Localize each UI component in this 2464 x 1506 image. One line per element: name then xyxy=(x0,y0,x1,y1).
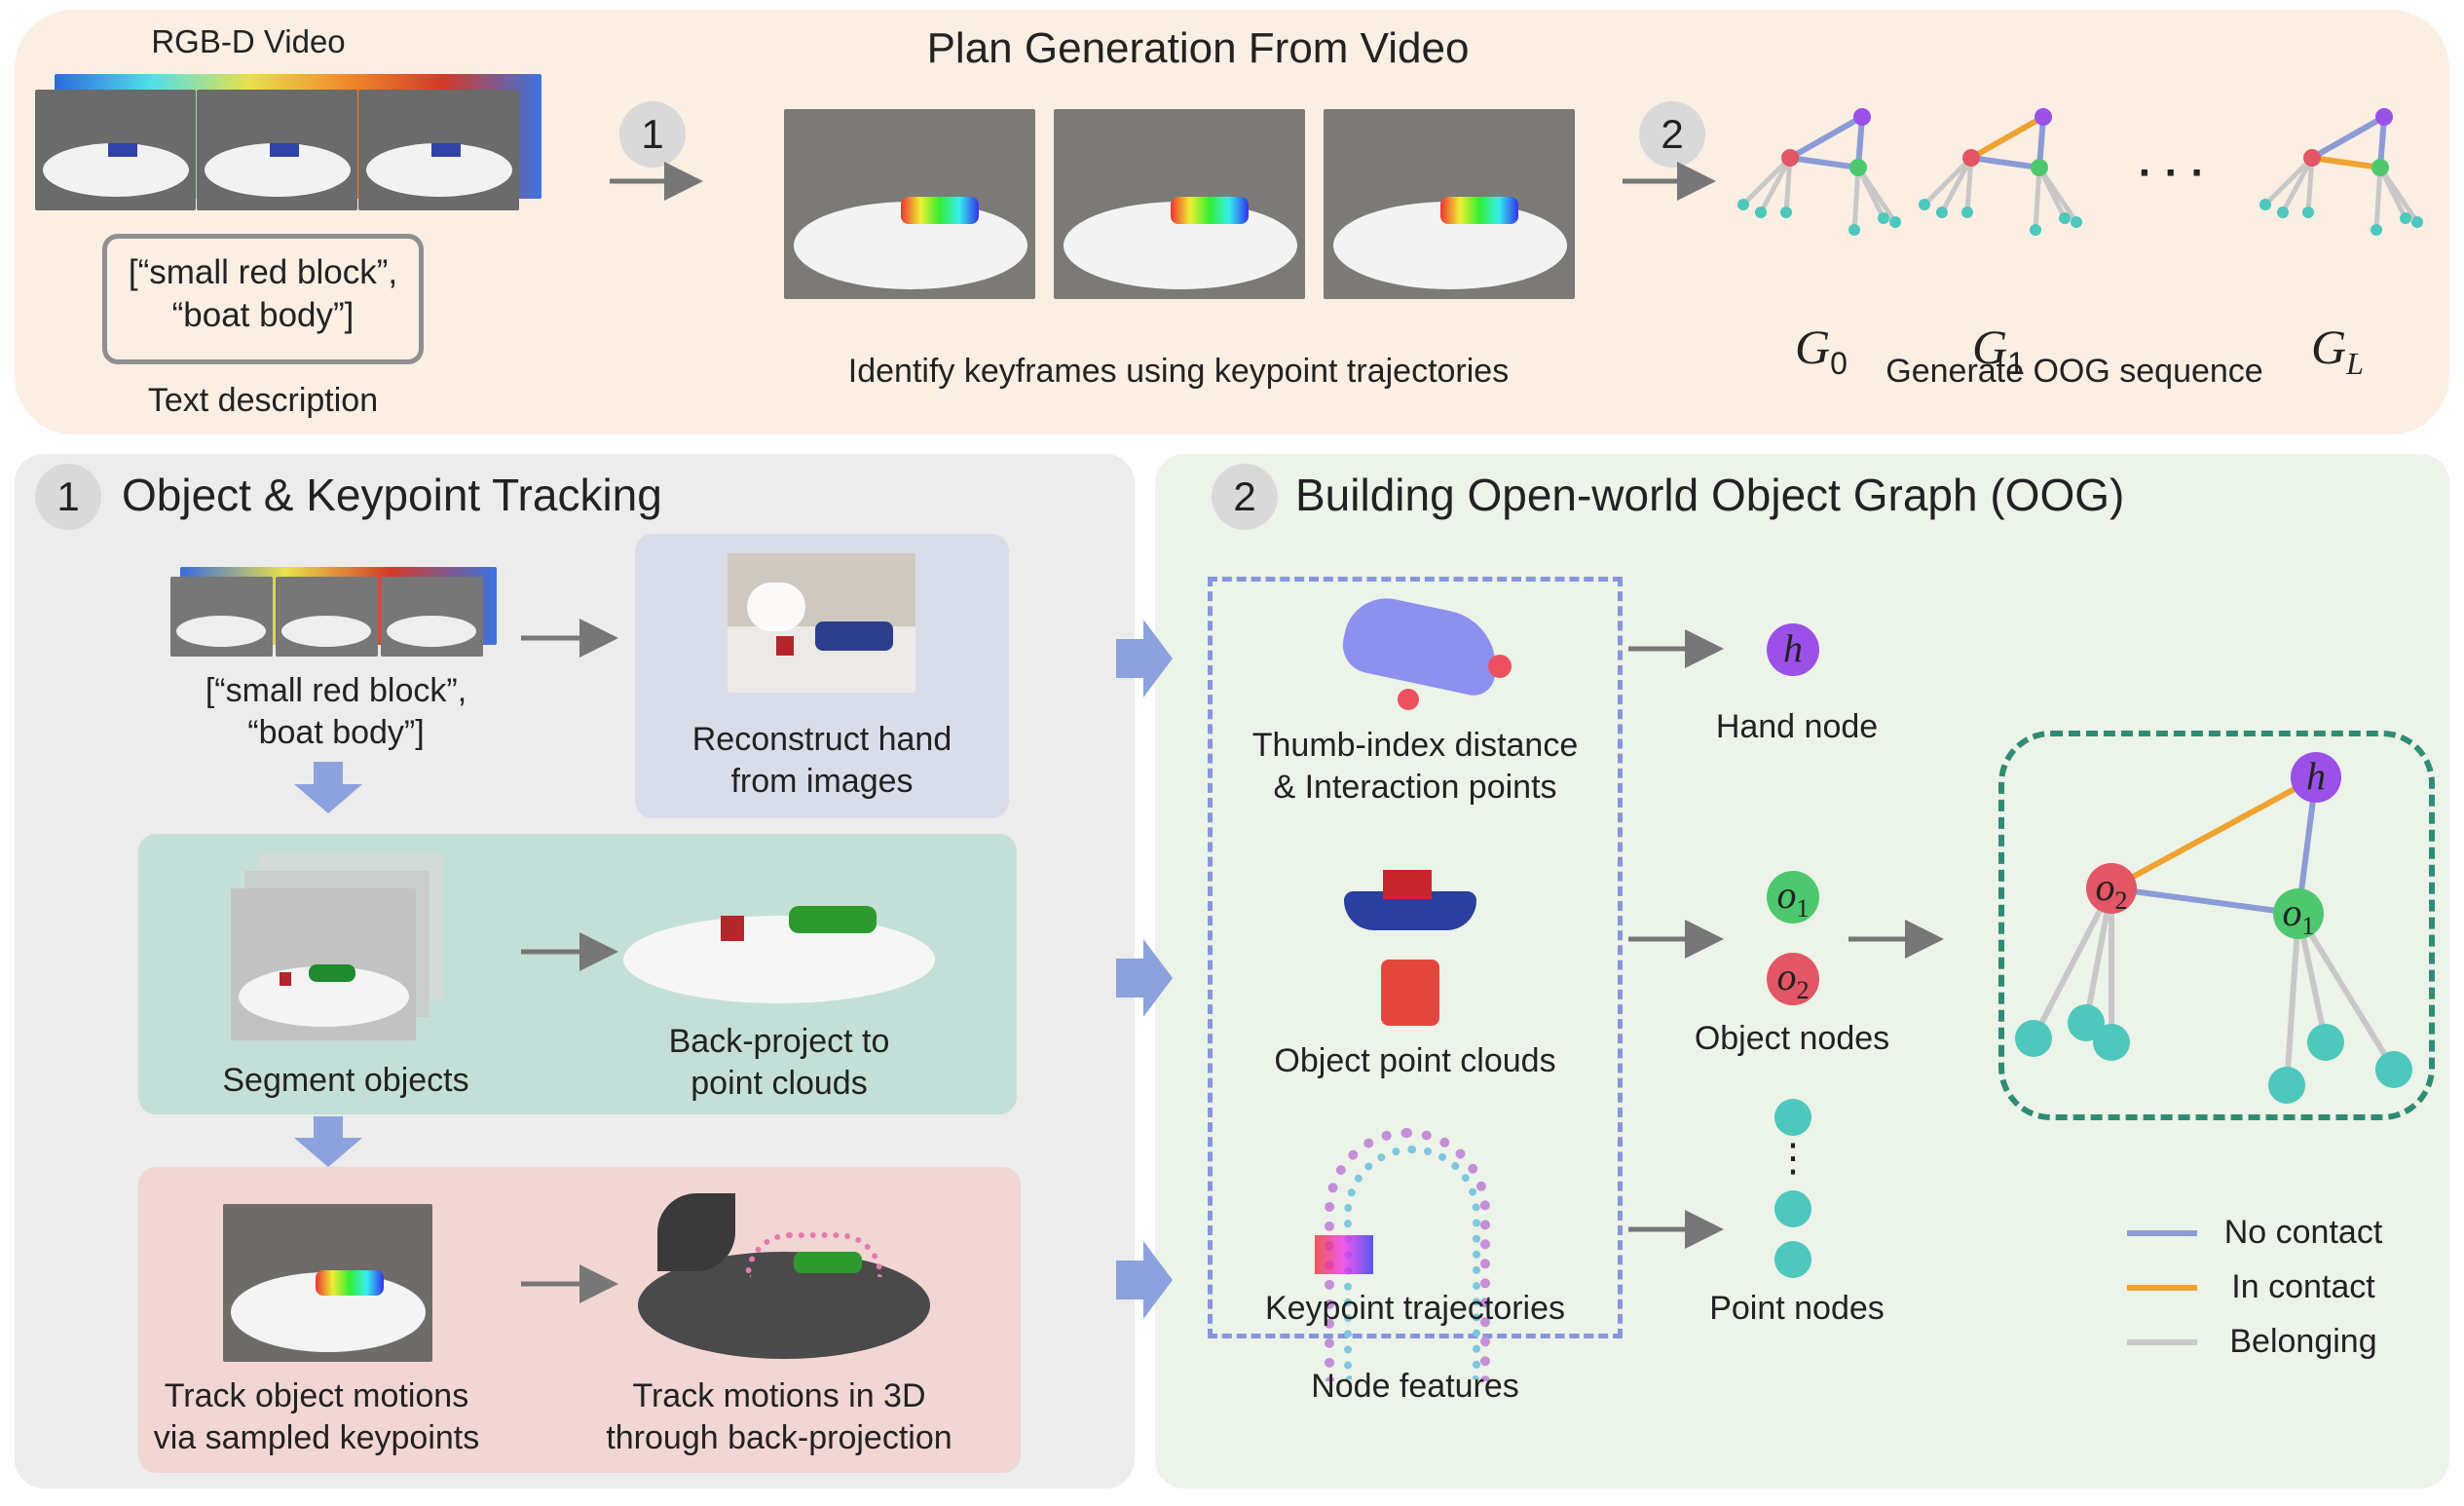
graph-ellipsis: · · · xyxy=(2138,149,2206,197)
track-caption: Track object motions via sampled keypoin… xyxy=(153,1377,480,1456)
right-panel-badge: 2 xyxy=(1212,464,1278,530)
track3d-caption: Track motions in 3D through back-project… xyxy=(606,1377,952,1456)
oog-node-o1: o1 xyxy=(2282,890,2315,940)
graph-label-1: G1 xyxy=(1972,319,2025,381)
backproject-pointcloud xyxy=(623,886,935,1003)
keypoint-trajectory-image xyxy=(1315,1118,1510,1381)
keyframe-2 xyxy=(1054,109,1305,299)
segment-caption: Segment objects xyxy=(222,1062,469,1099)
thumb-index-hand-image xyxy=(1334,590,1519,713)
oog-graph-edges xyxy=(2015,752,2412,1104)
blue-arrow-right-3 xyxy=(1116,1241,1173,1319)
object-pointcloud-image xyxy=(1344,862,1480,1028)
point-node-vdots: ⋮ xyxy=(1773,1137,1812,1180)
tracking-input-frames xyxy=(170,567,497,657)
object-node-2: o2 xyxy=(1767,953,1819,1005)
hand-reconstruct-caption: Reconstruct hand from images xyxy=(691,721,952,800)
mini-graph-l xyxy=(2259,108,2423,236)
step-1-badge: 1 xyxy=(619,101,686,168)
tracking-input-text: [“small red block”, “boat body”] xyxy=(205,672,467,751)
object-nodes-caption: Object nodes xyxy=(1694,1020,1890,1057)
graph-label-l: GL xyxy=(2311,319,2364,381)
video-frame-1 xyxy=(35,90,196,210)
point-node-3 xyxy=(1774,1241,1811,1278)
rgbd-video-frames xyxy=(35,74,541,210)
keyframe-caption: Identify keyframes using keypoint trajec… xyxy=(847,353,1510,390)
graph-label-0: G0 xyxy=(1795,319,1848,381)
pointcloud-caption: Object point clouds xyxy=(1274,1042,1556,1079)
segment-image-stack xyxy=(231,853,443,1040)
hand-node-caption: Hand node xyxy=(1715,708,1879,745)
hand-node: h xyxy=(1767,623,1819,676)
text-description-box xyxy=(102,234,424,364)
blue-arrow-down-1 xyxy=(294,762,362,813)
video-frame-2 xyxy=(197,90,357,210)
track3d-image xyxy=(638,1184,930,1364)
keyframe-1 xyxy=(784,109,1035,299)
legend-belonging: Belonging xyxy=(2229,1323,2377,1360)
point-nodes-caption: Point nodes xyxy=(1709,1290,1885,1327)
track-image xyxy=(223,1204,432,1362)
legend-no-contact: No contact xyxy=(2223,1214,2383,1251)
video-frame-3 xyxy=(358,90,519,210)
top-title: Plan Generation From Video xyxy=(926,24,1470,72)
backproject-caption: Back-project to point clouds xyxy=(668,1023,890,1102)
oog-caption: Generate OOG sequence xyxy=(1885,353,2263,390)
step-2-badge: 2 xyxy=(1639,101,1705,168)
node-features-caption: Node features xyxy=(1311,1368,1519,1405)
text-description-content: [“small red block”, “boat body”] xyxy=(128,253,398,334)
left-panel-title: Object & Keypoint Tracking xyxy=(122,470,662,520)
blue-arrow-right-1 xyxy=(1116,620,1173,697)
mini-graph-0 xyxy=(1737,108,1901,236)
keypoint-caption: Keypoint trajectories xyxy=(1264,1290,1566,1327)
object-node-1: o1 xyxy=(1767,871,1819,923)
text-description-caption: Text description xyxy=(147,382,379,419)
point-node-2 xyxy=(1774,1190,1811,1227)
point-node-1 xyxy=(1774,1099,1811,1136)
mini-graph-1 xyxy=(1919,108,2082,236)
keyframe-3 xyxy=(1324,109,1575,299)
hand-reconstruct-image xyxy=(728,553,915,693)
legend-in-contact: In contact xyxy=(2231,1268,2375,1305)
oog-node-h: h xyxy=(2306,754,2326,798)
oog-node-o2: o2 xyxy=(2095,865,2128,915)
video-label: RGB-D Video xyxy=(151,23,346,59)
right-panel-title: Building Open-world Object Graph (OOG) xyxy=(1295,470,2125,520)
left-panel-badge: 1 xyxy=(35,464,101,530)
oog-graph-box xyxy=(1998,731,2435,1120)
thumb-index-caption: Thumb-index distance & Interaction point… xyxy=(1251,727,1579,806)
blue-arrow-right-2 xyxy=(1116,939,1173,1017)
blue-arrow-down-2 xyxy=(294,1116,362,1167)
